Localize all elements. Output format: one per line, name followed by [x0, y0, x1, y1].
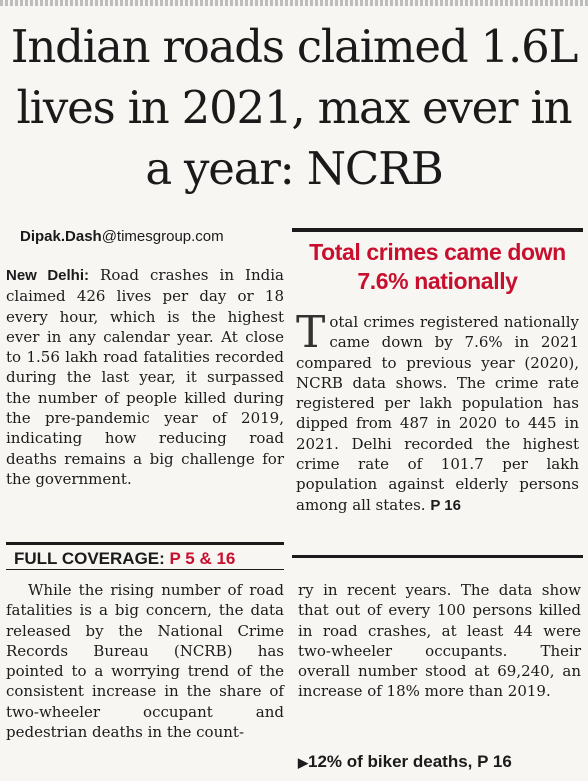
- byline-name: Dipak.Dash: [20, 228, 102, 245]
- sidebar-heading: Total crimes came down 7.6% nationally: [309, 239, 566, 294]
- sidebar-text: otal crimes registered nationally came d…: [296, 313, 579, 514]
- byline-domain: @timesgroup.com: [101, 228, 224, 245]
- arrow-right-icon: ▶: [298, 755, 308, 770]
- body-right-text: ry in recent years. The data show that o…: [298, 581, 581, 701]
- headline: Indian roads claimed 1.6L lives in 2021,…: [10, 20, 579, 195]
- sidebar-page-ref: P 16: [430, 496, 461, 514]
- biker-deaths-teaser[interactable]: ▶12% of biker deaths, P 16: [298, 750, 583, 775]
- sidebar-box: Total crimes came down 7.6% nationally: [292, 228, 583, 558]
- drop-cap: T: [296, 307, 326, 358]
- byline: Dipak.Dash@timesgroup.com: [20, 228, 224, 245]
- dateline: New Delhi:: [6, 267, 89, 284]
- coverage-pages: P 5 & 16: [169, 549, 236, 568]
- top-rule: [0, 0, 588, 6]
- lead-text: Road crashes in India claimed 426 lives …: [6, 266, 284, 488]
- body-left: While the rising number of road fataliti…: [6, 580, 284, 742]
- biker-text: 12% of biker deaths, P 16: [308, 752, 512, 771]
- body-right: ry in recent years. The data show that o…: [298, 580, 581, 702]
- coverage-label: FULL COVERAGE:: [14, 549, 170, 568]
- lead-paragraph: New Delhi: Road crashes in India claimed…: [6, 265, 284, 489]
- full-coverage-banner[interactable]: FULL COVERAGE: P 5 & 16: [6, 542, 284, 570]
- body-left-text: While the rising number of road fataliti…: [6, 581, 284, 742]
